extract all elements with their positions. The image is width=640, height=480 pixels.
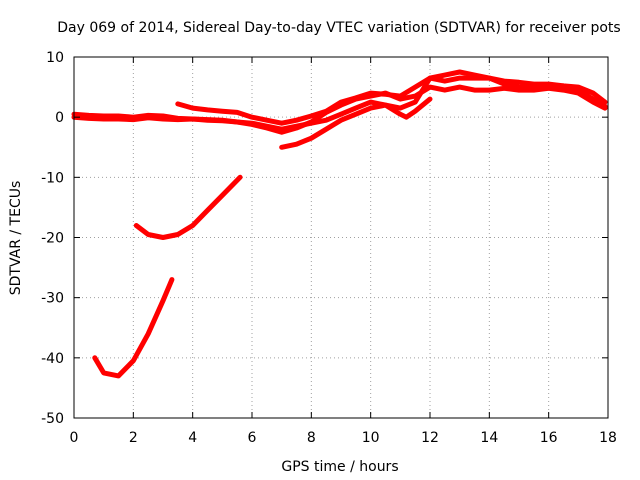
axis-ticks: [73, 56, 609, 419]
y-tick-label: -20: [41, 231, 64, 247]
x-tick-label: 18: [599, 430, 617, 446]
x-tick-label: 14: [480, 430, 498, 446]
series-line-segment-1: [71, 69, 608, 132]
series-line-segment-5: [92, 277, 175, 379]
x-tick-label: 8: [307, 430, 316, 446]
y-tick-label: -10: [41, 170, 64, 186]
data-series: [71, 69, 608, 379]
series-line-segment-6: [133, 174, 243, 240]
y-tick-labels: -50 -40 -30 -20 -10 0 10: [41, 50, 64, 427]
series-line-segment-2: [71, 84, 608, 135]
x-axis-label: GPS time / hours: [281, 459, 398, 475]
x-tick-label: 2: [129, 430, 138, 446]
x-tick-label: 12: [421, 430, 439, 446]
series-line-segment-3: [175, 75, 608, 126]
chart-title: Day 069 of 2014, Sidereal Day-to-day VTE…: [57, 20, 620, 36]
x-tick-label: 6: [248, 430, 257, 446]
y-tick-label: -30: [41, 291, 64, 307]
x-tick-labels: 0 2 4 6 8 10 12 14 16 18: [70, 430, 617, 446]
series-line-segment-4: [279, 96, 433, 150]
x-tick-label: 16: [540, 430, 558, 446]
x-tick-label: 4: [188, 430, 197, 446]
y-tick-label: 0: [55, 110, 64, 126]
y-tick-label: 10: [46, 50, 64, 66]
x-tick-label: 10: [362, 430, 380, 446]
y-tick-label: -40: [41, 351, 64, 367]
y-axis-label: SDTVAR / TECUs: [8, 181, 24, 296]
x-tick-label: 0: [70, 430, 79, 446]
y-tick-label: -50: [41, 411, 64, 427]
